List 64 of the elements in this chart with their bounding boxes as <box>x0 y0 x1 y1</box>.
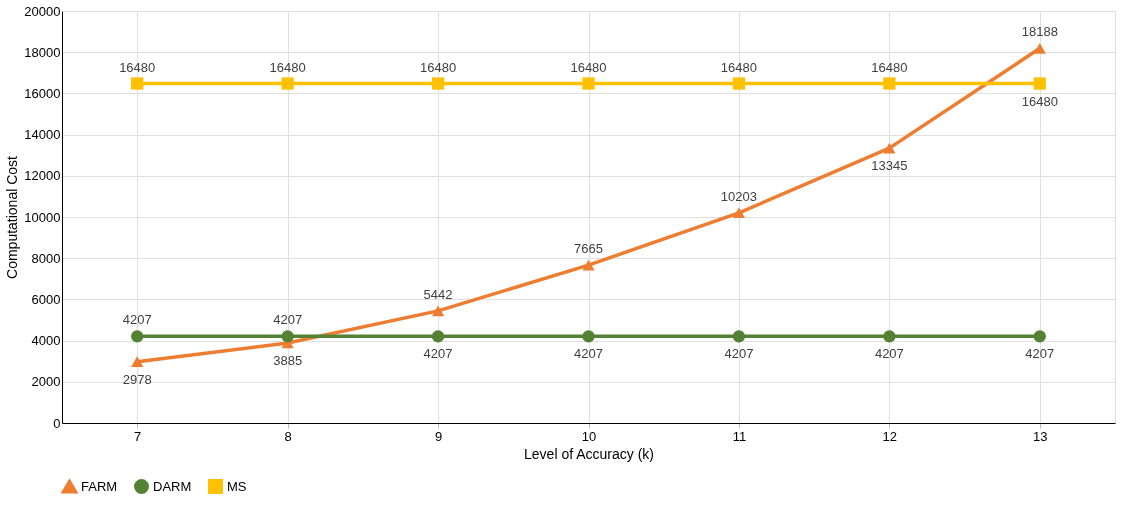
data-label: 16480 <box>871 59 908 75</box>
point <box>431 330 445 343</box>
data-label: 4207 <box>1025 346 1055 362</box>
y-tick-label: 20000 <box>24 3 61 19</box>
point <box>1033 77 1046 90</box>
point <box>732 77 746 90</box>
data-label: 4207 <box>423 346 453 362</box>
x-tick-label: 11 <box>732 428 747 444</box>
point <box>1033 330 1046 343</box>
y-tick-label: 6000 <box>31 291 61 307</box>
data-label: 4207 <box>273 312 303 328</box>
point <box>582 77 595 90</box>
data-label: 4207 <box>574 346 603 362</box>
point <box>732 330 746 343</box>
x-tick-label: 7 <box>134 428 142 444</box>
point <box>131 356 144 367</box>
y-tick-label: 10000 <box>24 209 61 225</box>
x-tick-label: 8 <box>284 428 292 444</box>
point <box>883 330 896 343</box>
legend-label: DARM <box>153 478 192 494</box>
y-tick-label: 16000 <box>24 85 61 101</box>
y-tick-label: 8000 <box>31 250 61 266</box>
data-label: 16480 <box>269 59 306 75</box>
data-label: 4207 <box>724 346 754 362</box>
data-label: 7665 <box>574 241 603 257</box>
y-tick-label: 0 <box>53 415 61 431</box>
point <box>131 330 144 343</box>
point <box>131 77 144 90</box>
y-tick-label: 12000 <box>24 168 61 184</box>
point <box>281 330 294 343</box>
data-label: 3885 <box>273 352 303 368</box>
x-tick-label: 9 <box>434 428 443 444</box>
x-tick-label: 12 <box>882 428 898 444</box>
point <box>431 305 445 317</box>
y-tick-label: 2000 <box>31 374 61 390</box>
data-label: 16480 <box>720 59 758 75</box>
data-label: 4207 <box>874 346 904 362</box>
point <box>883 77 896 90</box>
y-tick-label: 18000 <box>24 44 61 60</box>
data-label: 16480 <box>1021 93 1058 109</box>
point <box>732 207 746 219</box>
point <box>582 330 595 343</box>
data-label: 5442 <box>423 286 453 302</box>
legend-label: FARM <box>81 478 118 494</box>
data-label: 10203 <box>720 188 758 204</box>
legend-label: MS <box>227 478 247 494</box>
data-label: 2978 <box>122 371 152 387</box>
data-label: 4207 <box>122 312 152 328</box>
data-label: 16480 <box>570 59 607 75</box>
y-axis-title: Computational Cost <box>4 155 21 279</box>
point <box>582 259 595 271</box>
x-axis-title: Level of Accuracy (k) <box>524 445 654 462</box>
point <box>281 77 294 90</box>
point <box>883 142 896 154</box>
x-tick-label: 10 <box>581 428 597 444</box>
y-tick-label: 14000 <box>24 127 61 143</box>
point <box>1033 43 1046 54</box>
data-label: 13345 <box>871 158 908 174</box>
data-label: 16480 <box>119 59 156 75</box>
point <box>431 77 445 90</box>
data-label: 16480 <box>419 59 457 75</box>
x-tick-label: 13 <box>1033 428 1048 444</box>
data-label: 18188 <box>1021 24 1058 40</box>
y-tick-label: 4000 <box>31 333 61 349</box>
